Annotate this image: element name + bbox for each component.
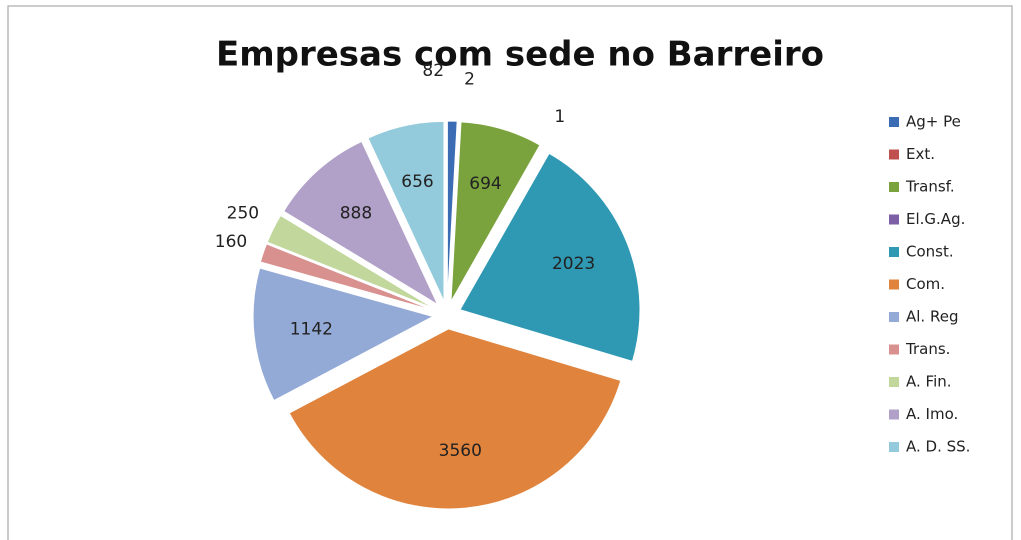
legend-swatch bbox=[889, 409, 899, 420]
legend-swatch bbox=[889, 247, 899, 257]
legend-label: Ext. bbox=[906, 145, 935, 163]
data-label: 82 bbox=[422, 61, 444, 81]
pie-slice bbox=[367, 120, 445, 302]
pie-slice bbox=[259, 243, 434, 311]
legend-label: A. Fin. bbox=[906, 373, 952, 391]
legend-swatch bbox=[889, 279, 899, 290]
legend-swatch bbox=[889, 312, 899, 322]
legend-swatch bbox=[889, 442, 899, 452]
legend-label: Trans. bbox=[905, 340, 950, 358]
data-label: 160 bbox=[215, 232, 247, 252]
data-label: 656 bbox=[401, 172, 433, 192]
legend-swatch bbox=[889, 117, 899, 127]
legend-label: A. Imo. bbox=[906, 405, 958, 423]
data-label: 1142 bbox=[290, 320, 333, 340]
legend-swatch bbox=[889, 377, 899, 387]
pie-slice bbox=[447, 120, 459, 302]
pie-slice bbox=[453, 145, 544, 304]
legend-swatch bbox=[889, 182, 899, 192]
pie-slice bbox=[450, 121, 541, 302]
pie-slice bbox=[283, 140, 439, 306]
legend-label: Al. Reg bbox=[906, 308, 958, 326]
legend-swatch bbox=[889, 214, 899, 225]
pie-slice bbox=[459, 152, 641, 362]
legend-label: Const. bbox=[906, 243, 954, 261]
chart-title: Empresas com sede no Barreiro bbox=[216, 35, 824, 75]
pie-slice bbox=[288, 328, 622, 510]
legend-label: El.G.Ag. bbox=[906, 210, 965, 228]
data-label: 3560 bbox=[439, 441, 482, 461]
legend-label: Ag+ Pe bbox=[906, 113, 961, 131]
data-label: 250 bbox=[227, 203, 259, 223]
data-label: 694 bbox=[469, 174, 501, 194]
data-label: 1 bbox=[554, 107, 565, 127]
legend-swatch bbox=[889, 149, 899, 160]
legend-label: Com. bbox=[906, 275, 945, 293]
legend-label: A. D. SS. bbox=[906, 438, 970, 456]
legend-label: Transf. bbox=[905, 178, 955, 196]
data-label: 2023 bbox=[552, 254, 595, 274]
data-label: 2 bbox=[464, 69, 475, 89]
legend-swatch bbox=[889, 344, 899, 355]
pie-slice bbox=[252, 267, 435, 402]
pie-slice bbox=[266, 214, 435, 310]
data-label: 888 bbox=[340, 203, 372, 223]
